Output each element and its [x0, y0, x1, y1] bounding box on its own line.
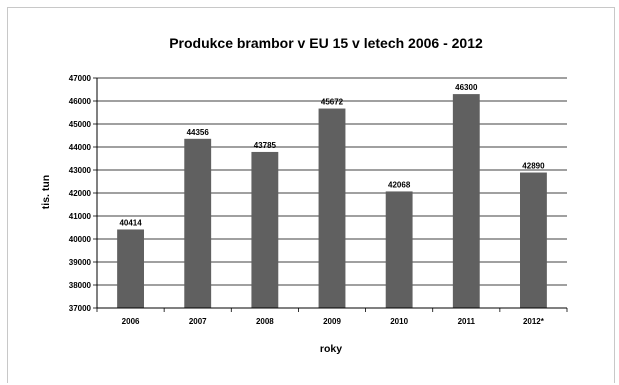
y-tick-label: 40000	[69, 235, 92, 244]
data-label: 43785	[254, 141, 277, 150]
x-tick-label: 2007	[189, 317, 207, 326]
bar	[452, 94, 480, 308]
bar	[318, 108, 346, 308]
data-label: 42068	[388, 180, 411, 189]
y-tick-label: 44000	[69, 143, 92, 152]
data-label: 42890	[522, 162, 545, 171]
x-tick-label: 2011	[458, 317, 476, 326]
chart-frame	[7, 7, 615, 383]
axes	[93, 77, 568, 312]
bar	[184, 138, 212, 308]
y-axis-title: tis. tun	[40, 175, 52, 209]
y-tick-label: 45000	[69, 120, 92, 129]
y-tick-label: 41000	[69, 212, 92, 221]
data-label: 46300	[455, 83, 478, 92]
chart-title: Produkce brambor v EU 15 v letech 2006 -…	[169, 35, 483, 51]
x-tick-label: 2006	[122, 317, 140, 326]
data-label: 40414	[119, 218, 142, 227]
labels: 37000 38000 39000 40000 41000 42000 43000 44000…	[69, 74, 545, 326]
x-tick-label: 2008	[256, 317, 274, 326]
y-tick-label: 37000	[69, 304, 92, 313]
y-tick-label: 38000	[69, 281, 92, 290]
y-tick-label: 39000	[69, 258, 92, 267]
data-label: 45672	[321, 98, 344, 107]
x-tick-label: 2012*	[523, 317, 545, 326]
y-tick-label: 42000	[69, 189, 92, 198]
y-tick-label: 47000	[69, 74, 92, 83]
bar	[117, 229, 144, 308]
y-tick-label: 43000	[69, 166, 92, 175]
bar	[385, 191, 413, 308]
bar	[520, 172, 547, 308]
y-tick-label: 46000	[69, 97, 92, 106]
x-tick-label: 2010	[390, 317, 408, 326]
x-axis-title: roky	[320, 343, 342, 355]
x-tick-label: 2009	[323, 317, 341, 326]
bar	[251, 151, 279, 308]
data-label: 44356	[187, 128, 210, 137]
bars	[117, 94, 547, 308]
